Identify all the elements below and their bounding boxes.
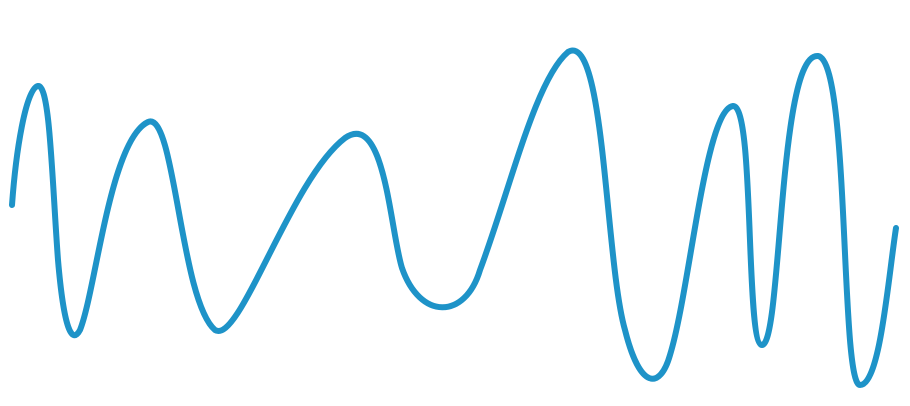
waveform-line [9,47,899,388]
